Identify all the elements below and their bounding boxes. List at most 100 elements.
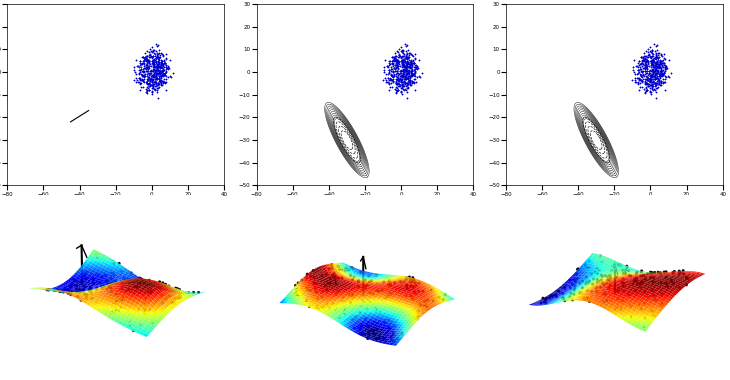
Point [388,69,399,75]
Point [645,72,657,78]
Point [646,57,658,63]
Point [651,60,663,66]
Point [645,60,657,66]
Point [395,78,407,84]
Point [153,46,164,52]
Point [643,81,655,87]
Point [134,62,146,68]
Point [153,74,165,81]
Point [642,58,653,64]
Point [150,73,161,79]
Point [151,66,163,72]
Point [404,64,416,70]
Point [160,56,172,62]
Point [634,77,646,83]
Point [640,62,652,68]
Point [642,75,653,81]
Point [405,65,417,71]
Point [406,60,418,66]
Point [150,68,161,74]
Point [410,64,421,70]
Point [637,61,648,67]
Point [654,64,666,70]
Point [155,65,166,71]
Point [404,57,416,63]
Point [648,68,660,74]
Point [639,71,651,78]
Point [658,51,670,57]
Point [150,48,162,54]
Point [655,58,666,64]
Point [654,75,666,81]
Point [647,57,658,63]
Point [649,71,661,77]
Point [145,82,156,89]
Point [141,76,153,82]
Point [646,59,658,65]
Point [401,54,412,60]
Point [403,61,415,67]
Point [148,57,160,63]
Point [155,62,166,68]
Point [648,83,659,89]
Point [387,60,399,66]
Point [636,69,648,75]
Point [143,87,155,93]
Point [638,57,650,63]
Point [629,71,641,77]
Point [657,79,669,86]
Point [401,70,412,76]
Point [156,72,168,78]
Point [656,78,667,84]
Point [147,79,158,85]
Point [644,75,656,81]
Point [650,64,661,70]
Point [637,63,648,70]
Point [394,76,406,82]
Point [146,73,158,79]
Point [141,52,153,59]
Point [644,73,656,79]
Point [153,76,165,82]
Point [145,73,157,79]
Point [388,55,399,61]
Point [645,72,656,78]
Point [398,57,410,63]
Point [408,71,420,77]
Point [141,56,153,62]
Point [153,75,165,81]
Point [144,78,155,84]
Point [401,75,412,81]
Point [629,79,641,86]
Point [396,54,407,60]
Point [402,54,413,60]
Point [655,82,666,88]
Point [131,79,142,86]
Point [388,70,400,76]
Point [153,54,164,60]
Point [626,78,638,84]
Point [390,68,402,74]
Point [147,59,159,65]
Point [141,56,153,62]
Point [402,59,414,65]
Point [409,70,420,76]
Point [629,75,640,81]
Point [397,86,409,92]
Point [142,74,154,81]
Point [403,77,415,83]
Point [403,74,415,81]
Point [649,74,661,80]
Point [650,65,661,71]
Point [167,70,179,76]
Point [146,89,158,95]
Point [153,55,165,61]
Point [378,69,390,75]
Point [656,71,667,77]
Point [383,74,394,81]
Point [163,65,174,71]
Point [158,71,170,77]
Point [150,76,161,82]
Point [150,41,161,47]
Point [637,54,649,60]
